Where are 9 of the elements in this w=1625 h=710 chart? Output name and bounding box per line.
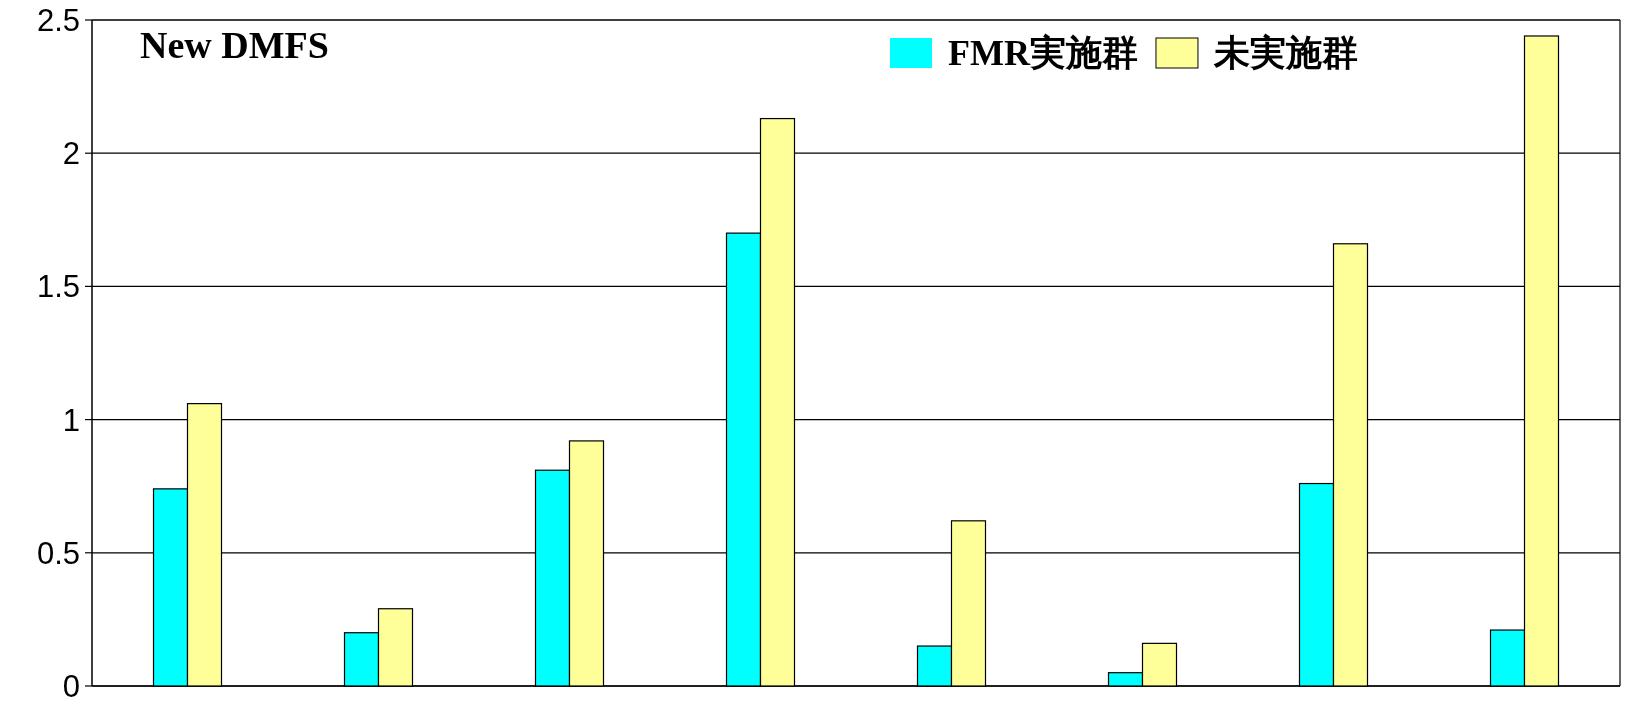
y-tick-label: 0.5 bbox=[36, 535, 80, 571]
y-tick-label: 1 bbox=[62, 402, 80, 438]
legend-label: 未実施群 bbox=[1212, 33, 1358, 73]
y-tick-label: 1.5 bbox=[36, 269, 80, 305]
legend-label: FMR実施群 bbox=[948, 33, 1138, 73]
y-tick-label: 2.5 bbox=[36, 3, 80, 38]
y-tick-label: 0 bbox=[62, 669, 80, 704]
y-tick-label: 2 bbox=[62, 136, 80, 172]
chart-title: New DMFS bbox=[140, 24, 329, 66]
